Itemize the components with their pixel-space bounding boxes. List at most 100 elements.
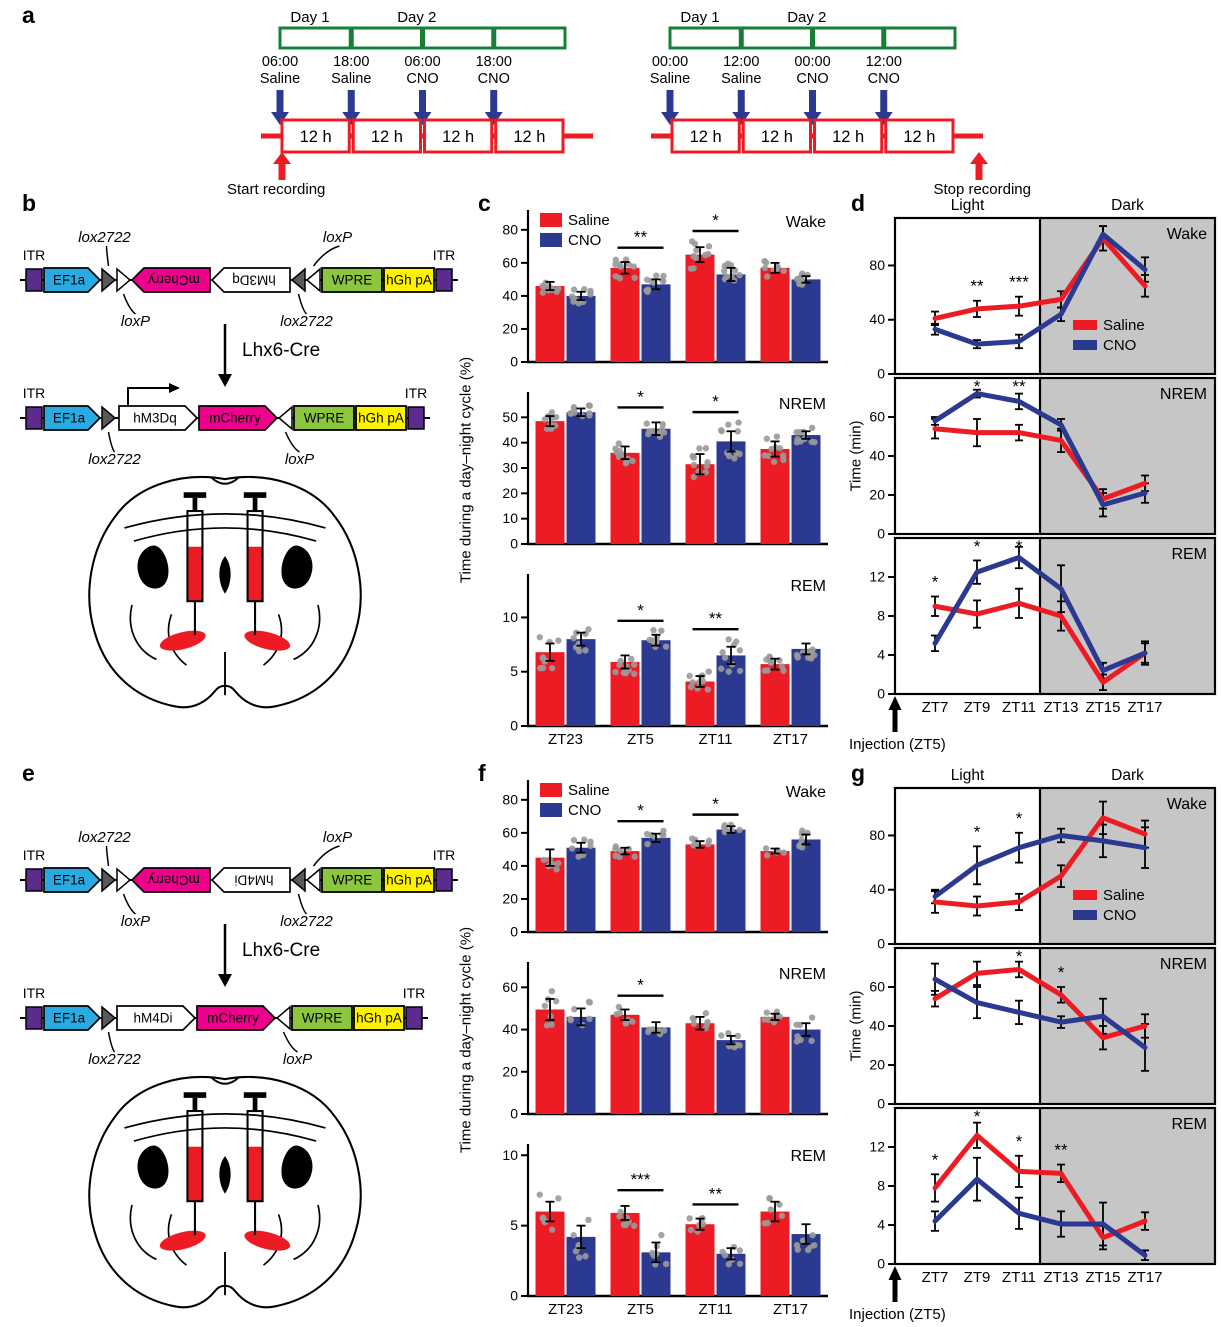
recording-block [813, 118, 884, 154]
injection-time: 12:00 [723, 54, 759, 70]
tract-line [129, 1204, 157, 1261]
data-point-dot [644, 430, 652, 438]
day1-label: Day 1 [290, 9, 329, 26]
injection-time-label: Injection (ZT5) [849, 736, 946, 753]
dark-header: Dark [1111, 197, 1144, 214]
subplot-title: Wake [1167, 796, 1207, 813]
significance-stars: * [1016, 1132, 1023, 1151]
syringe-plunger [243, 492, 267, 498]
construct-box-label: hGh pA [356, 1011, 402, 1026]
dark-phase-region [1040, 948, 1215, 1104]
y-tick-label: 0 [510, 718, 518, 734]
data-point-dot [536, 634, 543, 641]
significance-stars: * [1016, 947, 1023, 966]
data-point-dot [539, 654, 546, 662]
data-point-dot [767, 1206, 774, 1213]
legend-swatch-saline [1073, 890, 1097, 900]
light-header: Light [951, 767, 985, 784]
bar-saline-zt23 [535, 421, 565, 544]
recording-block [494, 118, 565, 154]
panel-d-label: d [851, 190, 866, 216]
panel-g-label: g [851, 760, 866, 786]
gene-arrow-label: mCherry [148, 273, 200, 288]
data-point-dot [587, 838, 594, 845]
data-point-dot [761, 452, 768, 459]
bar-saline-zt17 [760, 1016, 790, 1114]
data-point-dot [555, 637, 562, 644]
bar-cno-zt5 [641, 428, 671, 544]
gene-arrow-label: EF1a [53, 411, 86, 426]
y-tick-label: 60 [502, 824, 518, 840]
block-duration-label: 12 h [371, 128, 403, 146]
panel-e-label: e [22, 760, 35, 786]
data-point-dot [582, 647, 589, 654]
x-tick-label: ZT11 [1002, 699, 1036, 716]
data-point-dot [615, 440, 623, 447]
lox2722-triangle-icon [290, 867, 306, 893]
y-tick-label: 80 [869, 257, 885, 273]
data-point-dot [690, 473, 698, 481]
y-tick-label: 0 [510, 354, 518, 370]
significance-stars: ** [709, 609, 723, 628]
bar-subplot-rem: 0 5 10 ZT23 *** ZT5 ** ZT11 ZT17 REM [502, 1144, 828, 1318]
data-point-dot [725, 421, 732, 428]
data-point-dot [658, 627, 665, 634]
data-point-dot [570, 634, 577, 642]
data-point-dot [705, 243, 713, 250]
lox2722-triangle-icon [101, 867, 117, 893]
y-tick-label: 12 [869, 1139, 885, 1155]
legend-label-cno: CNO [568, 232, 601, 249]
data-point-dot [587, 289, 594, 296]
significance-stars: ** [970, 277, 984, 296]
day-divider [420, 28, 425, 48]
data-point-dot [688, 238, 696, 245]
lox2722-triangle-icon [101, 1005, 117, 1031]
significance-stars: * [974, 377, 981, 396]
data-point-dot [720, 267, 728, 275]
significance-stars: * [712, 795, 719, 814]
data-point-dot [776, 1013, 784, 1020]
data-point-dot [763, 435, 771, 442]
corpus-callosum-line [124, 1113, 326, 1129]
injection-arrow-shaft [880, 90, 888, 113]
significance-stars: ** [634, 228, 648, 247]
itr-label: ITR [403, 985, 426, 1001]
significance-stars: * [712, 211, 719, 230]
block-duration-label: 12 h [690, 128, 722, 146]
injection-arrow-shaft [809, 90, 816, 113]
bar-subplot-wake: 0 20 40 60 80 * * Wake Saline CNO [502, 780, 828, 940]
significance-stars: * [1058, 963, 1065, 982]
data-point-dot [631, 853, 638, 860]
data-point-dot [689, 679, 697, 686]
day-divider [348, 28, 354, 48]
syringe-barrel [186, 509, 204, 603]
data-point-dot [796, 843, 803, 850]
bar-cno-zt23 [566, 412, 596, 544]
dark-header: Dark [1111, 767, 1144, 784]
bar-saline-zt5 [610, 1014, 640, 1114]
gene-arrow-label: mCherry [209, 411, 261, 426]
day-divider [881, 28, 887, 48]
data-point-dot [659, 421, 667, 428]
x-tick-label: ZT5 [627, 1301, 654, 1318]
x-tick-label: ZT17 [773, 731, 808, 748]
gene-arrow [198, 405, 279, 431]
y-tick-label: 20 [869, 487, 885, 503]
data-point-dot [689, 1014, 696, 1022]
construct-box [321, 867, 383, 893]
data-point-dot [553, 866, 560, 873]
data-point-dot [705, 841, 712, 848]
loxP-triangle-icon [116, 867, 132, 893]
gene-arrow-label: hM3Dq [133, 411, 177, 426]
injection-arrow-icon [661, 112, 679, 125]
x-tick-label: ZT11 [699, 1301, 733, 1318]
data-point-dot [705, 668, 712, 675]
data-point-dot [662, 1260, 670, 1268]
lateral-ventricle-left [137, 1145, 169, 1189]
bar-saline-zt5 [610, 267, 640, 362]
line-subplot-rem: 0 4 8 12 * * * REM ZT7 ZT9 ZT11 ZT13 ZT15 ZT17 [869, 536, 1217, 716]
data-point-dot [736, 1260, 744, 1268]
